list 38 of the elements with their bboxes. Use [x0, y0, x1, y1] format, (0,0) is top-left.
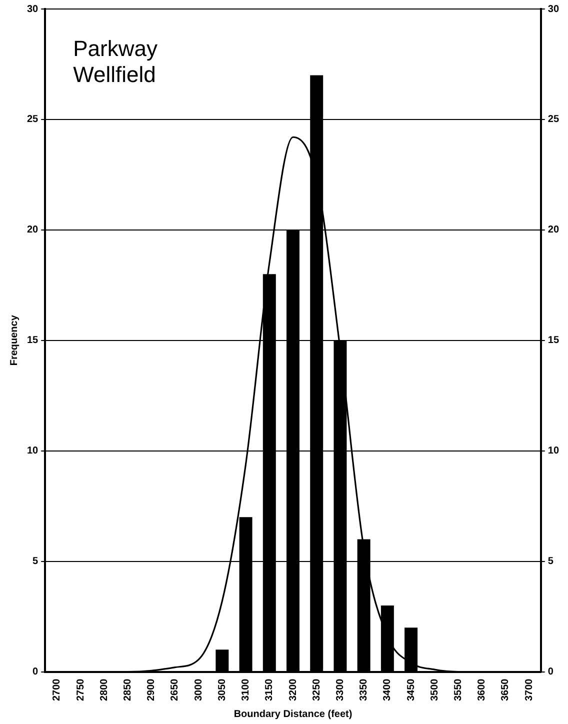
x-tick-label: 3050 [216, 678, 228, 702]
x-tick-label: 3400 [382, 678, 394, 702]
x-tick-label: 3700 [524, 678, 535, 702]
x-tick-label: 3250 [311, 678, 322, 702]
x-tick-label: 2750 [75, 678, 86, 702]
y2-tick-label: 20 [548, 224, 560, 236]
x-tick-label: 2650 [170, 678, 181, 702]
x-tick-label: 3000 [193, 678, 204, 702]
x-tick-label: 2900 [146, 678, 158, 702]
y-tick-label: 0 [32, 666, 39, 678]
x-tick-label: 3100 [240, 678, 252, 702]
x-tick-label: 3200 [288, 678, 299, 702]
annotation: Parkway Wellfield [73, 36, 158, 88]
y2-tick-label: 10 [548, 446, 560, 457]
x-tick-label: 3650 [500, 678, 512, 702]
x-tick-label: 3300 [334, 678, 346, 702]
x-tick-label: 3150 [264, 678, 276, 702]
x-tick-label: 2800 [98, 678, 110, 702]
x-tick-label: 3500 [429, 678, 440, 702]
y2-tick-label: 25 [548, 114, 560, 126]
y-tick-label: 10 [27, 446, 39, 457]
x-axis-title: Boundary Distance (feet) [234, 708, 352, 720]
y-tick-label: 30 [27, 4, 39, 15]
y-tick-label: 15 [27, 335, 39, 346]
y2-tick-label: 30 [548, 4, 560, 15]
y2-tick-label: 0 [548, 666, 554, 678]
y-axis-title: Frequency [8, 314, 20, 366]
y-tick-label: 5 [32, 556, 39, 568]
y-tick-label: 20 [27, 224, 39, 236]
x-tick-label: 3350 [358, 678, 370, 702]
x-tick-label: 3450 [406, 678, 417, 702]
x-tick-label: 2700 [52, 678, 63, 702]
x-tick-label: 2850 [122, 678, 134, 702]
y2-tick-label: 5 [548, 556, 554, 568]
x-tick-label: 3550 [453, 678, 464, 702]
y2-tick-label: 15 [548, 335, 560, 346]
x-tick-label: 3600 [476, 678, 488, 702]
y-tick-label: 25 [27, 114, 39, 126]
